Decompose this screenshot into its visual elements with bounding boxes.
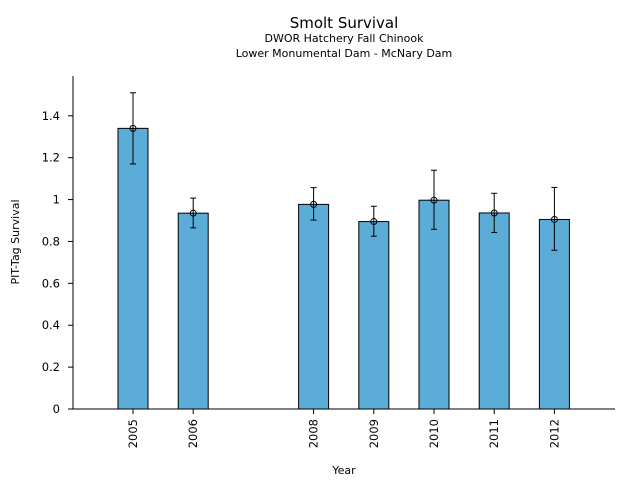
y-tick-label: 1	[53, 193, 60, 207]
x-tick-label: 2012	[547, 419, 561, 448]
x-tick-label: 2006	[186, 419, 200, 448]
bar	[298, 203, 330, 410]
point-marker	[430, 196, 438, 204]
chart-subtitle-line-2: Lower Monumental Dam - McNary Dam	[236, 47, 453, 60]
point-marker	[129, 124, 137, 132]
point-marker	[189, 209, 197, 217]
y-axis-label: PIT-Tag Survival	[9, 199, 22, 284]
y-tick-label: 0.6	[42, 276, 60, 290]
y-tick-label: 0.8	[42, 234, 60, 248]
x-tick-label: 2009	[367, 419, 381, 448]
point-marker	[310, 200, 318, 208]
chart-title: Smolt Survival	[290, 14, 399, 32]
y-tick-label: 0.4	[42, 318, 60, 332]
bar	[478, 212, 510, 410]
x-axis-label: Year	[331, 464, 356, 477]
y-tick-label: 1.2	[42, 151, 60, 165]
plot-area: 0 0.2 0.4 0.6 0.8 1 1.2 1.4 2005 2006 2008 2009 2010…	[42, 92, 570, 448]
bar	[177, 212, 209, 410]
bar	[418, 199, 450, 410]
y-tick-label: 0	[53, 402, 60, 416]
point-marker	[550, 215, 558, 223]
x-tick-label: 2011	[487, 419, 501, 448]
x-tick-label: 2010	[427, 419, 441, 448]
chart-subtitle-line-1: DWOR Hatchery Fall Chinook	[265, 32, 425, 45]
bar	[117, 127, 149, 410]
point-marker	[490, 209, 498, 217]
y-tick-label: 0.2	[42, 360, 60, 374]
x-tick-label: 2005	[126, 419, 140, 448]
y-tick-label: 1.4	[42, 109, 60, 123]
bar	[358, 221, 390, 410]
x-tick-label: 2008	[307, 419, 321, 448]
bar	[538, 218, 570, 410]
point-marker	[370, 218, 378, 226]
